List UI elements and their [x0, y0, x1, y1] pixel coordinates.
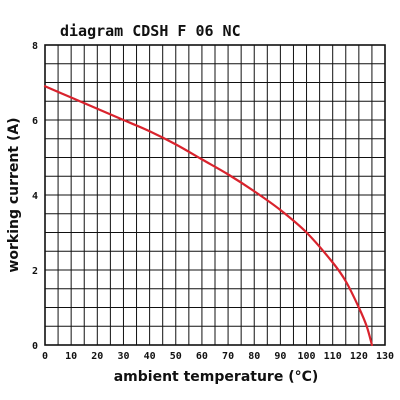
x-tick-label: 0 [42, 351, 48, 362]
series-layer [43, 85, 374, 347]
grid-lines [45, 45, 385, 345]
x-tick-label: 40 [144, 351, 156, 362]
x-tick-label: 60 [196, 351, 208, 362]
y-tick-label: 0 [32, 341, 38, 352]
y-tick-label: 6 [32, 116, 38, 127]
x-tick-label: 120 [350, 351, 368, 362]
x-tick-label: 110 [324, 351, 342, 362]
x-tick-label: 20 [91, 351, 103, 362]
plot-frame [44, 44, 386, 346]
y-tick-label: 2 [32, 266, 38, 277]
y-tick-label: 8 [32, 41, 38, 52]
x-tick-label: 130 [376, 351, 394, 362]
x-tick-label: 30 [117, 351, 129, 362]
x-tick-label: 10 [65, 351, 77, 362]
chart-title: diagram CDSH F 06 NC [60, 22, 241, 40]
x-tick-label: 70 [222, 351, 234, 362]
series-line-0 [43, 85, 374, 347]
x-tick-labels: 0 10 20 30 40 50 60 70 80 90 100 110 120 130 [42, 351, 394, 362]
x-tick-label: 100 [298, 351, 316, 362]
y-tick-label: 4 [32, 191, 38, 202]
x-tick-label: 90 [274, 351, 286, 362]
y-tick-labels: 0 2 4 6 8 [32, 41, 38, 352]
y-axis-label: working current (A) [6, 117, 22, 272]
x-tick-label: 50 [170, 351, 182, 362]
x-axis-label: ambient temperature (°C) [114, 369, 319, 385]
x-tick-label: 80 [248, 351, 260, 362]
